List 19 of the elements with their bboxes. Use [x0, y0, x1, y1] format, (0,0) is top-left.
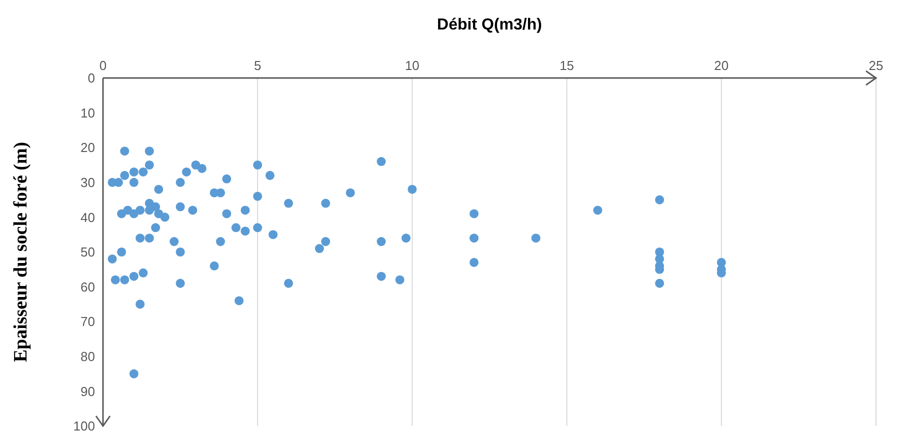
x-tick-label: 15: [560, 58, 574, 73]
y-tick-label: 100: [73, 418, 95, 434]
y-tick-label: 50: [80, 244, 95, 260]
x-tick-label: 10: [404, 58, 420, 73]
y-tick-label: 10: [80, 105, 95, 120]
y-tick-label: 40: [80, 210, 95, 225]
x-tick-label: 5: [254, 58, 262, 73]
y-tick-label: 60: [80, 279, 95, 294]
y-tick-label: 0: [88, 70, 95, 86]
x-tick-label: 20: [714, 58, 729, 73]
y-tick-label: 90: [80, 384, 95, 399]
y-tick-label: 70: [80, 314, 95, 330]
y-tick-label: 30: [80, 175, 95, 190]
y-axis-title: Epaisseur du socle foré (m): [10, 142, 32, 362]
x-tick-label: 0: [99, 58, 107, 73]
x-axis-title: Débit Q(m3/h): [437, 16, 542, 34]
x-tick-label: 25: [868, 58, 884, 73]
y-tick-label: 80: [80, 349, 95, 364]
y-tick-label: 20: [80, 140, 95, 156]
